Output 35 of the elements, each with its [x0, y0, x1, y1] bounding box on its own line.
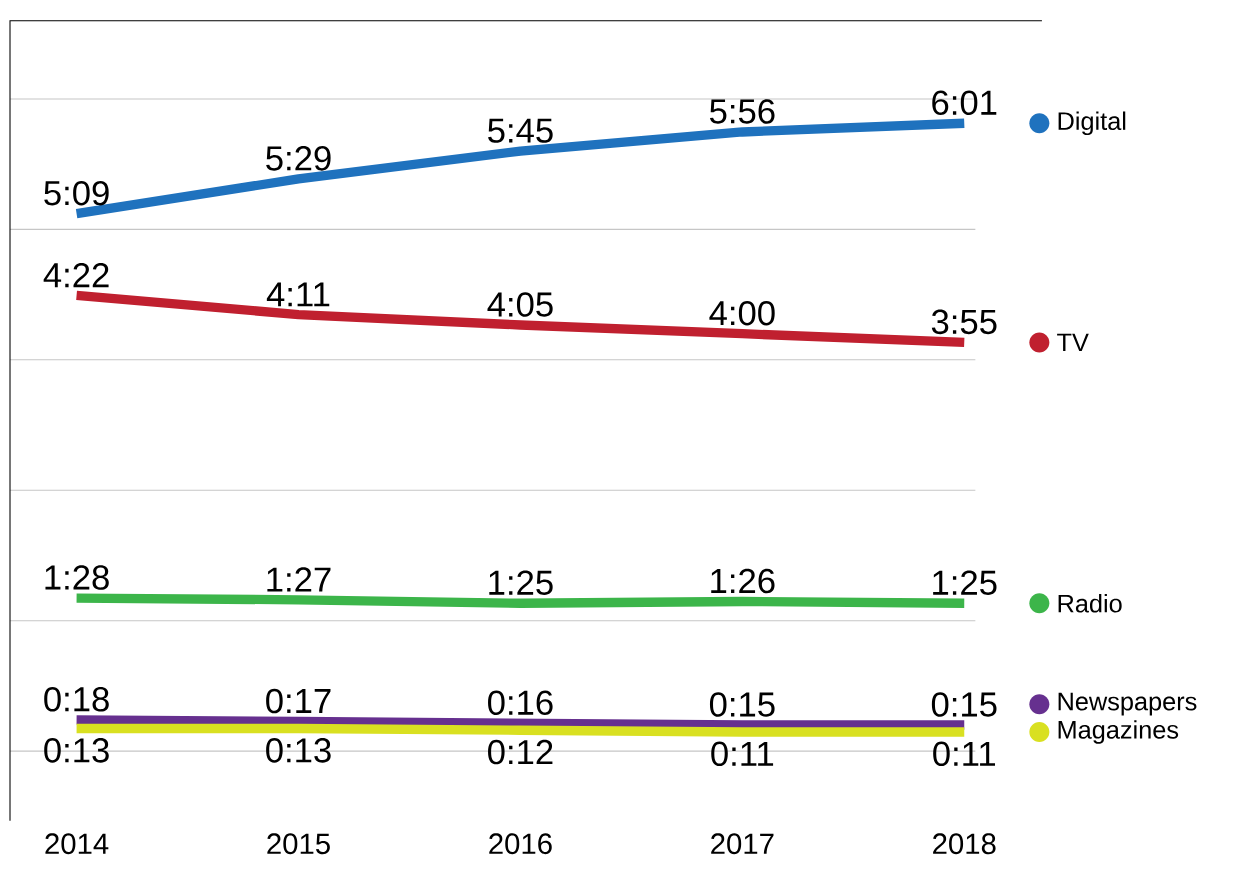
x-tick-label: 2018 [933, 833, 996, 855]
legend-label: Digital [1058, 111, 1126, 136]
data-label: 0:13 [266, 738, 331, 763]
data-label: 4:11 [266, 282, 330, 307]
data-label: 0:11 [711, 741, 774, 767]
legend-label: Newspapers [1058, 692, 1197, 716]
data-label: 3:55 [931, 309, 997, 335]
data-label: 0:15 [709, 692, 775, 717]
data-label: 4:00 [709, 300, 775, 326]
data-label: 4:22 [43, 262, 109, 288]
x-tick-label: 2016 [489, 833, 552, 855]
data-label: 1:25 [933, 570, 997, 595]
x-tick-label: 2015 [267, 833, 330, 855]
data-label: 1:27 [267, 567, 331, 592]
data-label: 0:16 [488, 690, 553, 715]
data-label: 1:28 [45, 565, 109, 590]
data-label: 1:25 [489, 570, 553, 595]
data-label: 0:18 [44, 686, 109, 712]
legend-label: TV [1057, 333, 1089, 352]
legend-label: Radio [1058, 593, 1122, 613]
data-label: 5:29 [266, 146, 331, 171]
data-label: 1:26 [711, 568, 775, 594]
data-label: 6:01 [932, 90, 997, 115]
data-label: 5:09 [44, 180, 109, 206]
x-tick-label: 2014 [45, 833, 109, 855]
data-label: 0:15 [931, 692, 997, 717]
data-label: 5:56 [709, 99, 775, 124]
legend-label: Magazines [1058, 720, 1179, 744]
data-label: 0:13 [44, 738, 109, 763]
data-label: 5:45 [488, 118, 553, 143]
data-label: 0:11 [933, 741, 996, 767]
data-label: 4:05 [487, 292, 553, 317]
data-label: 0:17 [266, 688, 331, 714]
data-label: 0:12 [488, 739, 553, 765]
x-tick-label: 2017 [711, 833, 774, 855]
